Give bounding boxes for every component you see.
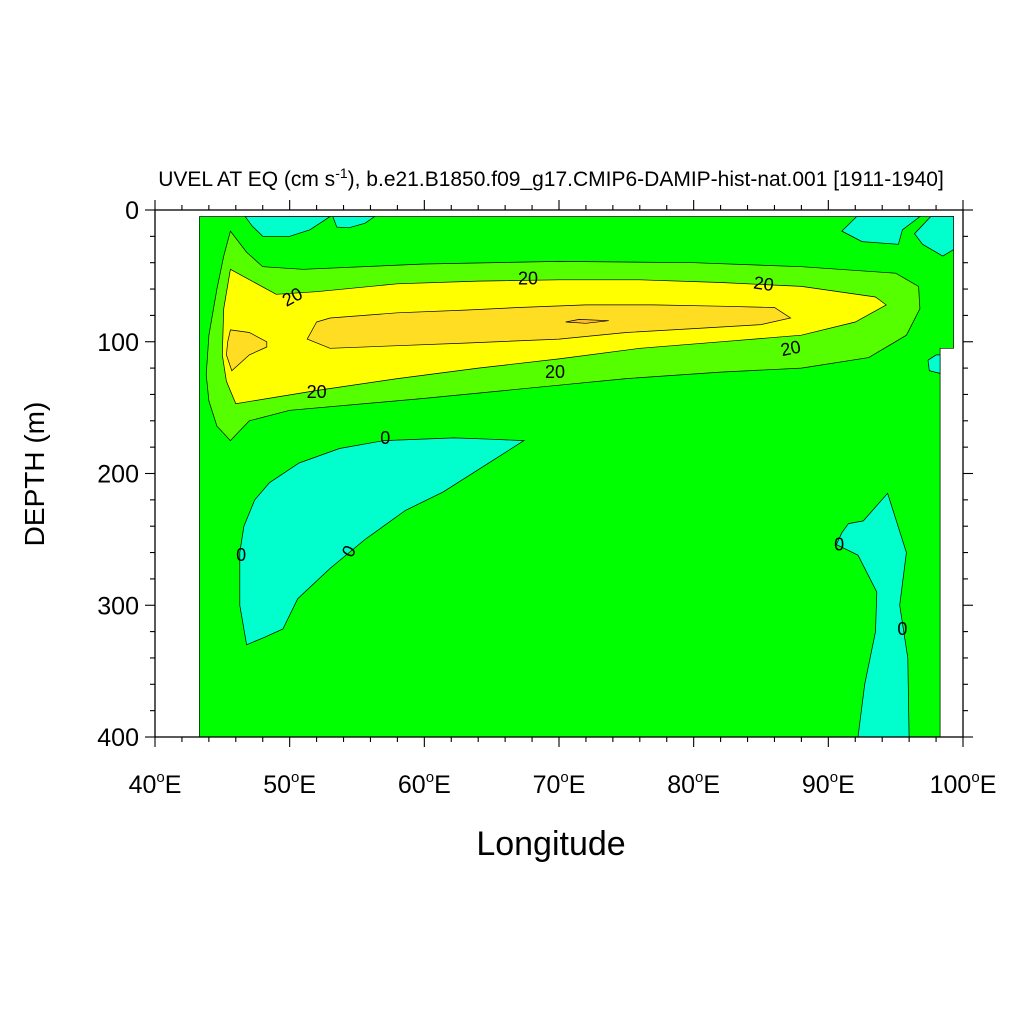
contour-region-neg-top-left	[244, 216, 332, 237]
contour-region-neg-top-far-right	[914, 216, 954, 257]
chart-title-prefix: UVEL AT EQ (cm s	[158, 168, 335, 191]
y-tick-label: 400	[97, 724, 139, 752]
y-axis-label: DEPTH (m)	[19, 402, 50, 547]
contour-region-band-30-to-40	[306, 304, 792, 349]
x-tick-labels: 40oE 50oE 60oE 70oE 80oE 90oE 100oE	[129, 769, 997, 799]
x-tick-label: 80oE	[667, 769, 720, 799]
contour-fill-layer	[199, 216, 954, 738]
tick-layer	[145, 200, 973, 747]
contour-region-band-40-plus	[565, 319, 609, 324]
chart-title-superscript: -1	[335, 165, 348, 181]
y-tick-label: 100	[97, 329, 139, 357]
contour-label: 0	[897, 619, 907, 639]
contour-region-band-30-to-40-left	[226, 329, 268, 372]
contour-label: 20	[545, 362, 565, 382]
y-tick-label: 300	[97, 592, 139, 620]
contour-label: 20	[779, 336, 803, 360]
contour-label: 0	[236, 545, 246, 565]
contour-label: 20	[752, 272, 775, 295]
contour-label: 20	[518, 269, 538, 289]
contour-region-neg-small-right	[927, 354, 941, 374]
contour-region-neg-lower-left	[239, 437, 526, 646]
contour-label: 0	[380, 428, 390, 448]
y-tick-label: 200	[97, 461, 139, 489]
contour-label: 20	[307, 382, 327, 402]
contour-region-neg-top-mid	[332, 216, 376, 229]
x-axis-label: Longitude	[476, 825, 625, 863]
x-tick-label: 50oE	[263, 769, 316, 799]
contour-label: 0	[834, 535, 844, 555]
x-tick-label: 100oE	[930, 769, 997, 799]
y-tick-labels: 0 100 200 300 400	[97, 197, 139, 752]
chart-title: UVEL AT EQ (cm s-1), b.e21.B1850.f09_g17…	[158, 165, 944, 191]
y-tick-label: 0	[125, 197, 139, 225]
x-tick-label: 60oE	[398, 769, 451, 799]
chart-title-suffix: ), b.e21.B1850.f09_g17.CMIP6-DAMIP-hist-…	[348, 168, 944, 191]
x-tick-label: 40oE	[129, 769, 182, 799]
x-tick-label: 90oE	[802, 769, 855, 799]
contour-region-neg-lower-right	[835, 492, 910, 738]
x-tick-label: 70oE	[533, 769, 586, 799]
contour-region-neg-top-right	[841, 216, 921, 245]
